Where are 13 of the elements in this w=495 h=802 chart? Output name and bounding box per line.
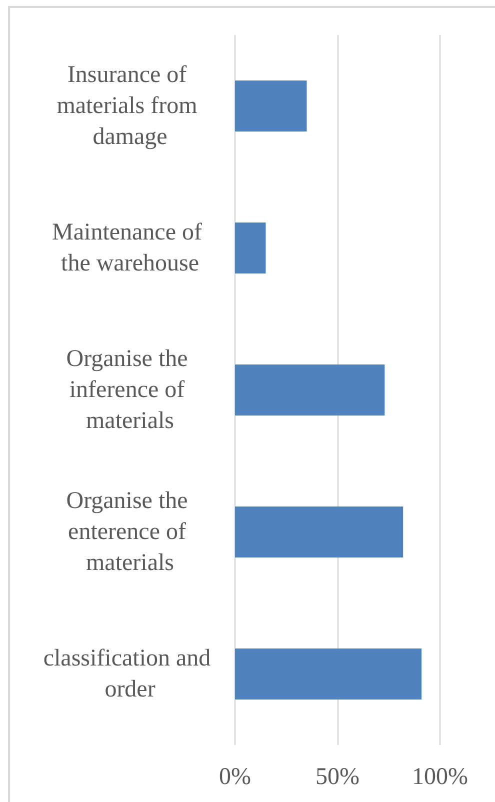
bar bbox=[235, 364, 385, 416]
x-tick-label: 100% bbox=[412, 764, 468, 790]
y-tick-label: Insurance of materials from damage bbox=[56, 62, 204, 150]
y-tick-label: Organise the enterence of materials bbox=[66, 488, 194, 576]
y-tick-label: Maintenance of the warehouse bbox=[52, 220, 208, 276]
bar bbox=[235, 648, 422, 700]
x-tick-label: 50% bbox=[316, 764, 360, 790]
bar bbox=[235, 222, 266, 274]
y-tick-label: Organise the inference of materials bbox=[66, 346, 194, 434]
x-tick-label: 0% bbox=[219, 764, 251, 790]
bar bbox=[235, 506, 404, 558]
bar bbox=[235, 80, 307, 132]
y-tick-label: classification and order bbox=[43, 646, 217, 702]
